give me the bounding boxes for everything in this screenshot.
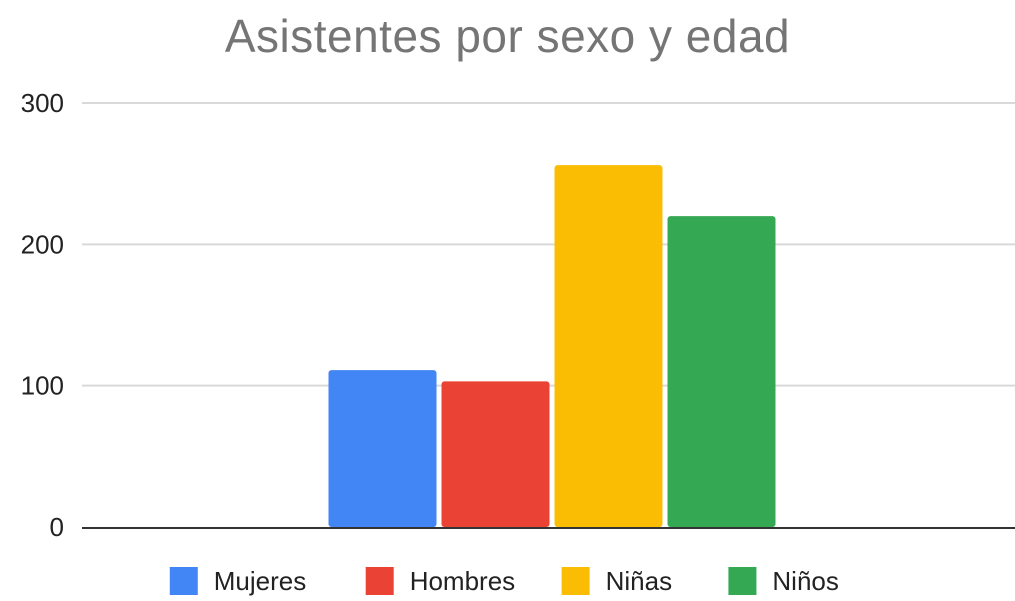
bar [328,370,437,527]
legend-swatch [561,567,590,595]
bar [667,216,776,528]
y-tick-label: 300 [21,88,64,118]
y-axis-ticks: 0 100 200 300 [21,88,64,542]
legend-label: Niños [772,566,838,596]
y-tick-label: 0 [50,512,64,542]
y-tick-label: 200 [21,229,64,259]
legend-label: Niñas [606,566,672,596]
y-tick-label: 100 [21,371,64,401]
legend-swatch [169,567,198,595]
bar [441,381,550,527]
bars [328,165,776,528]
legend-swatch [365,567,394,595]
legend-swatch [728,567,757,595]
chart-title: Asistentes por sexo y edad [224,10,791,62]
legend-label: Hombres [410,566,515,596]
legend: Mujeres Hombres Niñas Niños [169,566,839,596]
legend-label: Mujeres [214,566,306,596]
gridlines [82,102,1015,387]
bar [554,165,663,528]
